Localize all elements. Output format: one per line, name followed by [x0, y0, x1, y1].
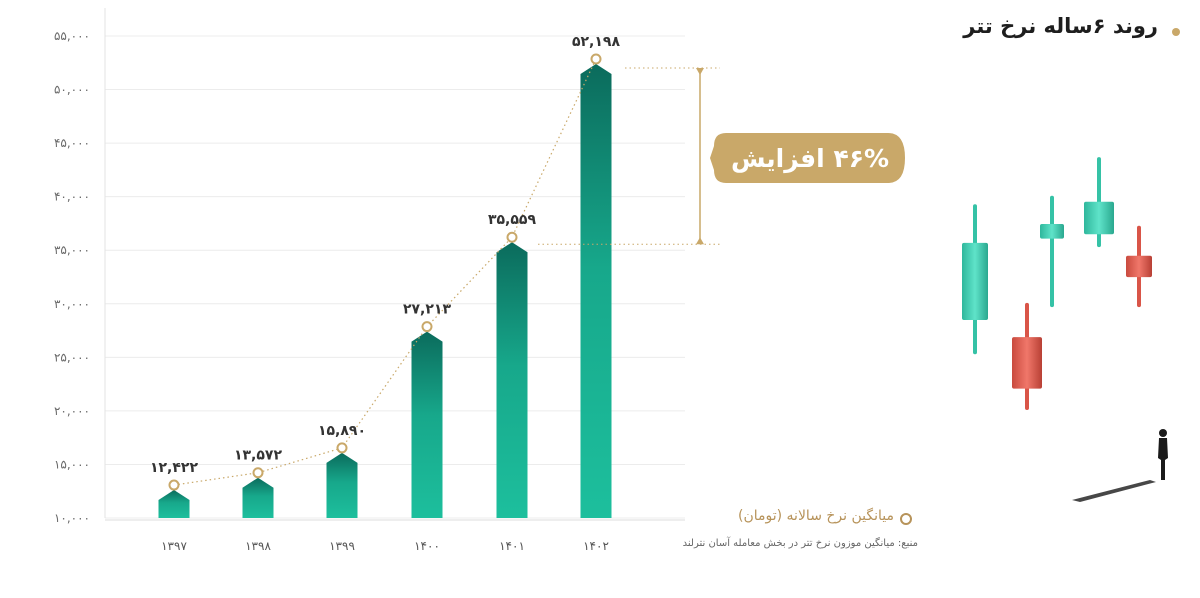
data-labels: ۱۲,۴۲۲ ۱۳,۵۷۲ ۱۵,۸۹۰ ۲۷,۲۱۳ ۳۵,۵۵۹ ۵۲,۱۹۸: [150, 34, 620, 476]
data-label: ۳۵,۵۵۹: [488, 212, 536, 228]
increase-bracket: [538, 67, 720, 245]
bar: [242, 477, 274, 518]
data-point-marker: [336, 442, 348, 454]
y-tick-label: ۲۵,۰۰۰: [54, 350, 90, 364]
bar: [496, 242, 528, 518]
candle-body: [1084, 201, 1114, 235]
data-label: ۲۷,۲۱۳: [403, 302, 451, 318]
data-label: ۱۵,۸۹۰: [318, 423, 366, 439]
chart-title: روند ۶ساله نرخ تتر: [963, 14, 1158, 38]
source-note: منبع: میانگین موزون نرخ تتر در بخش معامل…: [682, 538, 918, 549]
data-point-marker: [506, 231, 518, 243]
data-point-marker: [590, 53, 602, 65]
trend-line: [168, 53, 602, 491]
candle-wick: [1050, 195, 1054, 308]
callout-text: ۴۶% افزایش: [731, 144, 889, 174]
x-tick-label: ۱۴۰۰: [414, 539, 440, 553]
bracket-arrow-top: [696, 68, 704, 76]
y-tick-label: ۲۰,۰۰۰: [54, 404, 90, 418]
data-point-marker: [421, 321, 433, 333]
data-label: ۵۲,۱۹۸: [572, 34, 620, 50]
y-tick-label: ۴۵,۰۰۰: [54, 136, 90, 150]
y-tick-label: ۵۰,۰۰۰: [54, 83, 90, 97]
x-tick-label: ۱۳۹۷: [161, 539, 187, 553]
legend-marker-icon: [900, 513, 912, 525]
x-axis: ۱۳۹۷ ۱۳۹۸ ۱۳۹۹ ۱۴۰۰ ۱۴۰۱ ۱۴۰۲: [161, 539, 609, 553]
grid-lines: [104, 8, 685, 521]
x-tick-label: ۱۳۹۹: [329, 539, 355, 553]
person-silhouette-icon: [1072, 429, 1168, 502]
y-tick-label: ۳۵,۰۰۰: [54, 243, 90, 257]
x-tick-label: ۱۴۰۲: [583, 539, 609, 553]
data-point-marker: [168, 479, 180, 491]
y-tick-label: ۳۰,۰۰۰: [54, 297, 90, 311]
candle-body: [1012, 337, 1042, 389]
legend-label: میانگین نرخ سالانه (تومان): [738, 508, 894, 524]
y-tick-label: ۴۰,۰۰۰: [54, 190, 90, 204]
bracket-arrow-bottom: [696, 237, 704, 245]
bar: [580, 64, 612, 518]
x-tick-label: ۱۳۹۸: [245, 539, 271, 553]
y-tick-label: ۱۵,۰۰۰: [54, 457, 90, 471]
title-bullet-icon: [1172, 28, 1180, 36]
bar: [158, 490, 190, 518]
increase-callout: ۴۶% افزایش: [710, 133, 905, 183]
candle-body: [1126, 255, 1152, 278]
x-tick-label: ۱۴۰۱: [499, 539, 525, 553]
data-label: ۱۳,۵۷۲: [234, 448, 282, 464]
trend-polyline: [173, 58, 597, 486]
y-tick-label: ۵۵,۰۰۰: [54, 29, 90, 43]
data-label: ۱۲,۴۲۲: [150, 460, 198, 476]
data-point-marker: [252, 467, 264, 479]
bars: [158, 64, 612, 518]
bar: [326, 452, 358, 518]
candlestick-decoration: [962, 157, 1152, 410]
bar: [411, 331, 443, 518]
candle-body: [962, 242, 988, 320]
candle-body: [1040, 224, 1064, 239]
y-tick-label: ۱۰,۰۰۰: [54, 511, 90, 525]
y-axis: ۱۰,۰۰۰ ۱۵,۰۰۰ ۲۰,۰۰۰ ۲۵,۰۰۰ ۳۰,۰۰۰ ۳۵,۰۰۰ ۴۰,۰…: [54, 29, 90, 525]
callout-shape: [710, 133, 905, 183]
